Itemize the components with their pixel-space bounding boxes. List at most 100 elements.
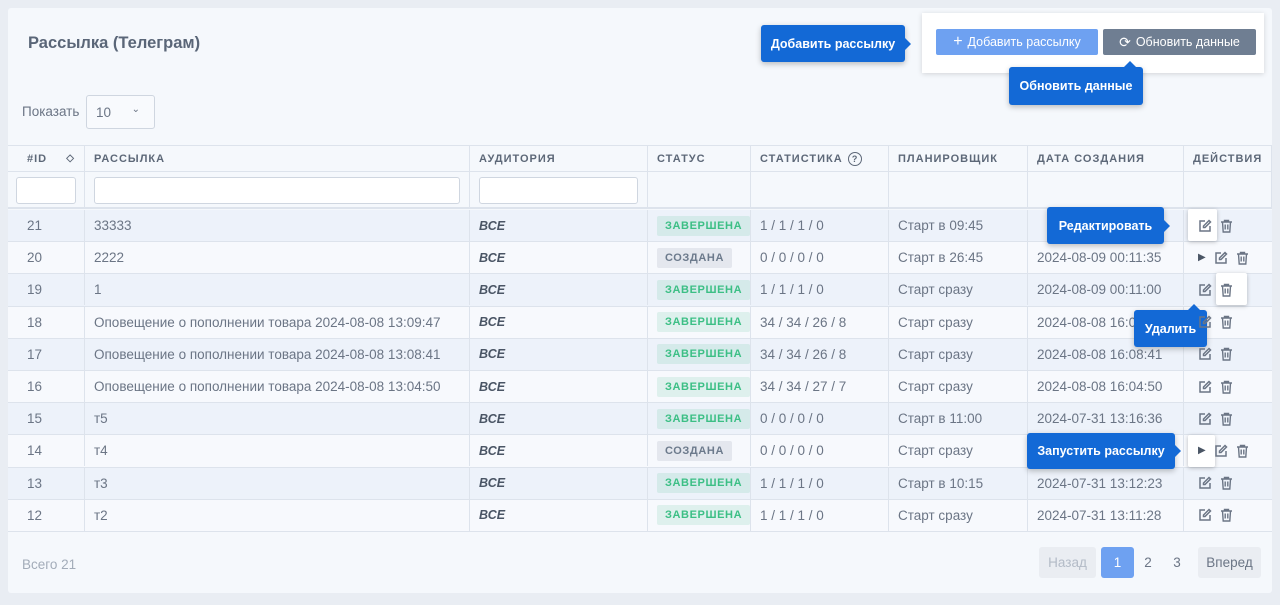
edit-button[interactable]	[1198, 218, 1212, 233]
filter-cell	[470, 172, 648, 209]
table-cell: 1 / 1 / 1 / 0	[751, 274, 889, 306]
table-cell: 13	[8, 467, 85, 499]
column-header-text: РАССЫЛКА	[94, 152, 166, 165]
delete-button[interactable]	[1220, 412, 1233, 426]
page-button[interactable]: Назад	[1039, 547, 1096, 578]
table-cell: ЗАВЕРШЕНА	[648, 210, 751, 241]
column-header-text: ПЛАНИРОВЩИК	[898, 152, 998, 165]
icon	[1202, 347, 1212, 357]
id-text: 18	[27, 314, 43, 330]
page-size-select[interactable]: 10 ⌄	[86, 95, 155, 129]
run-button[interactable]: ▶	[1198, 252, 1206, 264]
edit-button[interactable]	[1198, 315, 1212, 329]
page-button[interactable]: 1	[1101, 547, 1134, 578]
column-header: СТАТИСТИКА?	[751, 146, 889, 172]
table-cell: Старт сразу	[889, 306, 1028, 338]
table-cell: Старт в 26:45	[889, 242, 1028, 274]
id-text: 19	[27, 282, 43, 298]
delete-button[interactable]	[1236, 251, 1249, 265]
delete-button[interactable]	[1220, 315, 1233, 329]
sort-icon[interactable]: ◇	[66, 153, 75, 164]
table-cell: ВСЕ	[470, 371, 648, 402]
audience-text: ВСЕ	[479, 508, 506, 523]
edit-button[interactable]	[1198, 347, 1212, 361]
edit-button[interactable]	[1214, 444, 1228, 458]
created-text: 2024-08-09 00:11:35	[1037, 250, 1162, 266]
status-badge: ЗАВЕРШЕНА	[657, 408, 750, 429]
column-header: #ID ◇	[8, 146, 85, 172]
table-cell: т3	[85, 467, 470, 499]
edit-button[interactable]	[1198, 412, 1212, 426]
icon	[1221, 315, 1232, 329]
status-badge: ЗАВЕРШЕНА	[657, 215, 750, 236]
tooltip: Добавить рассылку	[761, 25, 911, 62]
created-text: 2024-08-08 16:08:41	[1037, 346, 1163, 362]
delete-button[interactable]	[1220, 508, 1233, 522]
icon	[1214, 251, 1227, 264]
id-text: 20	[27, 250, 43, 266]
table-cell: 2024-08-08 16:08:41	[1028, 338, 1184, 370]
name-text: т2	[94, 507, 108, 523]
icon	[1199, 283, 1212, 296]
filter-input[interactable]	[479, 177, 638, 204]
id-text: 13	[27, 475, 43, 491]
icon	[1199, 508, 1212, 522]
name-text: т4	[94, 443, 108, 459]
icon	[1221, 380, 1232, 394]
icon	[1221, 509, 1232, 522]
created-text: 2024-08-09 00:11:00	[1037, 282, 1162, 298]
delete-button[interactable]	[1220, 347, 1233, 361]
table-cell: ВСЕ	[470, 242, 648, 274]
page-size-label: Показать	[22, 104, 80, 119]
name-text: 1	[94, 282, 102, 298]
edit-button[interactable]	[1214, 251, 1228, 265]
delete-button[interactable]	[1220, 380, 1233, 394]
icon	[1236, 251, 1248, 265]
audience-text: ВСЕ	[479, 443, 506, 458]
scheduler-text: Старт сразу	[898, 379, 973, 394]
page-button[interactable]: 3	[1173, 555, 1181, 570]
icon	[1202, 508, 1212, 518]
status-badge: ЗАВЕРШЕНА	[657, 505, 750, 526]
filter-input[interactable]	[16, 177, 76, 204]
filter-cell	[648, 172, 751, 209]
scheduler-text: Старт сразу	[898, 507, 973, 523]
delete-button[interactable]	[1220, 283, 1233, 297]
edit-button[interactable]	[1198, 283, 1212, 297]
delete-button[interactable]	[1220, 219, 1233, 233]
table-row: 13 т3 ВСЕ ЗАВЕРШЕНА 1 / 1 / 1 / 0 Старт в 10:…	[8, 467, 1272, 500]
delete-button[interactable]	[1220, 476, 1233, 490]
icon	[1218, 444, 1228, 454]
edit-button[interactable]	[1198, 379, 1212, 394]
table-cell: т4	[85, 435, 470, 467]
table-cell: 2024-08-09 00:11:35	[1028, 242, 1184, 274]
table-cell: 1 / 1 / 1 / 0	[751, 467, 889, 499]
stats-text: 0 / 0 / 0 / 0	[760, 250, 824, 266]
page-button[interactable]: Вперед	[1198, 547, 1261, 578]
edit-button[interactable]	[1198, 476, 1212, 490]
table-cell: Старт сразу	[889, 371, 1028, 402]
audience-text: ВСЕ	[479, 379, 506, 394]
status-badge: СОЗДАНА	[657, 247, 732, 268]
table-cell: ВСЕ	[470, 403, 648, 435]
scheduler-text: Старт сразу	[898, 314, 973, 330]
table-cell: 18	[8, 306, 85, 338]
edit-button[interactable]	[1198, 508, 1212, 522]
add-button[interactable]: + Добавить рассылку	[936, 29, 1098, 55]
refresh-button[interactable]: ⟳ Обновить данные	[1103, 29, 1256, 55]
column-header-text: ДЕЙСТВИЯ	[1193, 152, 1263, 165]
filter-input[interactable]	[94, 177, 460, 204]
delete-button[interactable]	[1236, 444, 1249, 458]
page-button[interactable]: 2	[1144, 555, 1152, 570]
name-text: 2222	[94, 250, 125, 266]
help-icon[interactable]: ?	[847, 151, 862, 166]
table-cell: 2024-07-31 13:12:23	[1028, 467, 1184, 499]
table-cell	[1028, 210, 1184, 241]
highlight	[1188, 435, 1215, 467]
highlight	[1188, 209, 1217, 241]
filter-cell	[8, 172, 85, 209]
table-cell: Оповещение о пополнении товара 2024-08-0…	[85, 338, 470, 370]
actions-cell	[1184, 307, 1272, 338]
run-button[interactable]: ▶	[1198, 445, 1206, 457]
table-cell: 19	[8, 274, 85, 306]
